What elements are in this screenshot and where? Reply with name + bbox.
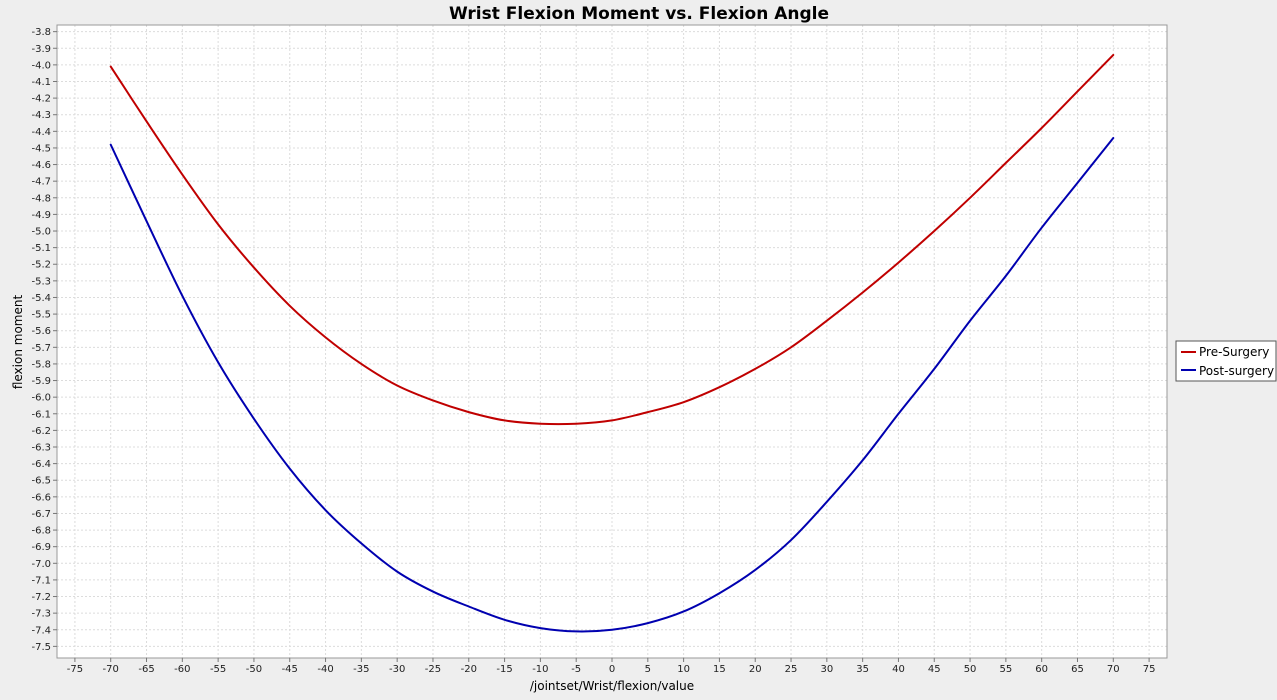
- y-tick-label: -4.7: [31, 177, 51, 188]
- y-tick-label: -5.8: [31, 359, 51, 370]
- x-tick-label: -70: [103, 664, 119, 675]
- x-tick-label: 10: [677, 664, 690, 675]
- y-axis-label: flexion moment: [11, 295, 25, 390]
- series-lines: [109, 53, 1115, 633]
- x-tick-label: 15: [713, 664, 726, 675]
- legend: Pre-Surgery Post-surgery: [1175, 340, 1277, 382]
- y-tick-label: -6.7: [31, 509, 51, 520]
- y-tick-label: -4.6: [31, 160, 51, 171]
- y-axis-ticks: -3.8 -3.9 -4.0 -4.1 -4.2 -4.3 -4.4 -4.5 -4.6 -4.7…: [31, 27, 57, 653]
- x-tick-label: -60: [174, 664, 190, 675]
- y-tick-label: -7.3: [31, 609, 51, 620]
- x-tick-label: -5: [571, 664, 581, 675]
- x-axis-label: /jointset/Wrist/flexion/value: [530, 679, 694, 693]
- x-tick-label: -55: [210, 664, 226, 675]
- y-tick-label: -6.6: [31, 492, 51, 503]
- y-tick-label: -5.4: [31, 293, 51, 304]
- x-tick-label: -35: [353, 664, 369, 675]
- series-line-post-surgery: [109, 136, 1115, 633]
- y-tick-label: -5.1: [31, 243, 51, 254]
- y-tick-label: -4.8: [31, 193, 51, 204]
- y-tick-label: -6.1: [31, 409, 51, 420]
- x-tick-label: -65: [138, 664, 154, 675]
- series-line-pre-surgery: [109, 53, 1115, 426]
- chart-title: Wrist Flexion Moment vs. Flexion Angle: [449, 4, 829, 24]
- y-tick-label: -4.0: [31, 60, 51, 71]
- y-tick-label: -6.9: [31, 542, 51, 553]
- y-tick-label: -6.0: [31, 393, 51, 404]
- x-tick-label: 75: [1143, 664, 1156, 675]
- y-tick-label: -6.5: [31, 476, 51, 487]
- y-tick-label: -4.5: [31, 143, 51, 154]
- y-tick-label: -5.7: [31, 343, 51, 354]
- x-tick-label: 65: [1071, 664, 1084, 675]
- x-tick-label: 40: [892, 664, 905, 675]
- y-tick-label: -5.3: [31, 276, 51, 287]
- x-tick-label: -75: [67, 664, 83, 675]
- y-tick-label: -5.5: [31, 310, 51, 321]
- x-tick-label: 0: [609, 664, 615, 675]
- y-tick-label: -7.5: [31, 642, 51, 653]
- legend-box: [1175, 340, 1277, 382]
- x-tick-label: 30: [820, 664, 833, 675]
- y-tick-label: -4.3: [31, 110, 51, 121]
- y-tick-label: -7.0: [31, 559, 51, 570]
- y-tick-label: -4.4: [31, 127, 51, 138]
- y-tick-label: -4.2: [31, 94, 51, 105]
- x-tick-label: 50: [964, 664, 977, 675]
- x-tick-label: 5: [645, 664, 651, 675]
- x-tick-label: 35: [856, 664, 869, 675]
- x-tick-label: 20: [749, 664, 762, 675]
- y-tick-label: -3.8: [31, 27, 51, 38]
- y-tick-label: -4.1: [31, 77, 51, 88]
- y-tick-label: -7.1: [31, 575, 51, 586]
- grid-lines: [57, 25, 1167, 658]
- y-tick-label: -6.4: [31, 459, 51, 470]
- legend-label-post-surgery: Post-surgery: [1199, 364, 1274, 378]
- y-tick-label: -6.3: [31, 443, 51, 454]
- x-tick-label: 45: [928, 664, 941, 675]
- y-tick-label: -3.9: [31, 44, 51, 55]
- y-tick-label: -5.9: [31, 376, 51, 387]
- x-tick-label: 55: [1000, 664, 1013, 675]
- x-tick-label: -20: [461, 664, 477, 675]
- x-tick-label: 25: [785, 664, 798, 675]
- x-axis-ticks: -75 -70 -65 -60 -55 -50 -45 -40 -35 -30 -25 -20 -15-…: [67, 658, 1156, 675]
- y-tick-label: -4.9: [31, 210, 51, 221]
- x-tick-label: -30: [389, 664, 405, 675]
- x-tick-label: -25: [425, 664, 441, 675]
- x-tick-label: -50: [246, 664, 262, 675]
- y-tick-label: -6.8: [31, 526, 51, 537]
- x-tick-label: -10: [532, 664, 548, 675]
- x-tick-label: -15: [496, 664, 512, 675]
- x-tick-label: 60: [1035, 664, 1048, 675]
- y-tick-label: -5.2: [31, 260, 51, 271]
- x-tick-label: -40: [317, 664, 333, 675]
- legend-label-pre-surgery: Pre-Surgery: [1199, 345, 1269, 359]
- y-tick-label: -5.6: [31, 326, 51, 337]
- y-tick-label: -5.0: [31, 227, 51, 238]
- y-tick-label: -7.4: [31, 625, 51, 636]
- x-tick-label: -45: [282, 664, 298, 675]
- y-tick-label: -6.2: [31, 426, 51, 437]
- x-tick-label: 70: [1107, 664, 1120, 675]
- y-tick-label: -7.2: [31, 592, 51, 603]
